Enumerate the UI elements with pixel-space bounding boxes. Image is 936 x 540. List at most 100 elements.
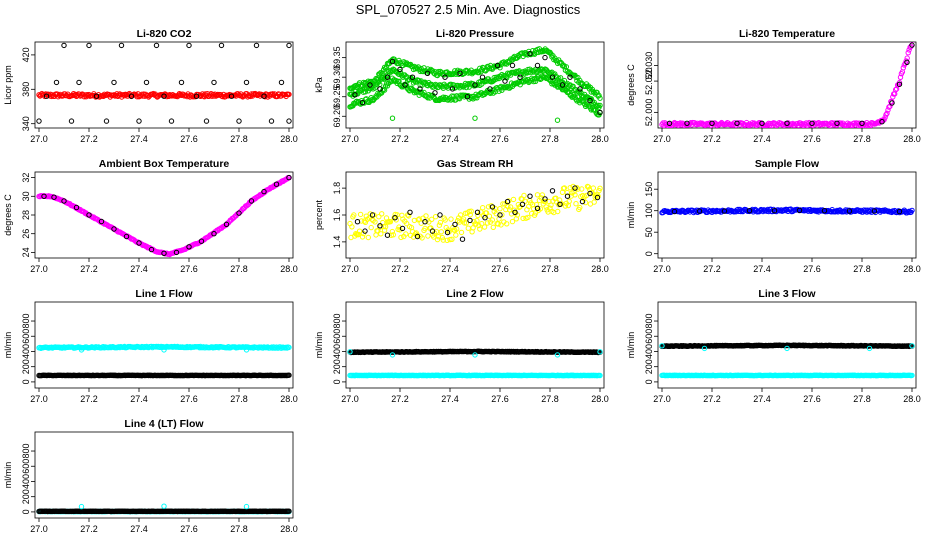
y-tick-label: 380 (21, 82, 31, 97)
data-point (448, 216, 454, 222)
data-point (357, 211, 364, 218)
data-point (909, 343, 915, 349)
data-point (128, 93, 135, 99)
plot-frame (657, 301, 917, 389)
data-point (597, 349, 603, 355)
data-point (824, 208, 831, 215)
data-point (771, 208, 778, 214)
data-point (168, 118, 175, 124)
data-point (542, 54, 548, 61)
data-point (261, 93, 267, 99)
data-point (449, 86, 456, 92)
data-point (389, 115, 396, 121)
data-point (419, 235, 425, 241)
data-point (532, 78, 539, 85)
x-tick-label: 27.0 (653, 134, 671, 144)
data-point (542, 196, 548, 202)
y-tick-label: 1.6 (332, 209, 342, 222)
x-tick-label: 27.2 (80, 524, 98, 534)
data-point (186, 244, 192, 250)
y-tick-label: 600 (644, 329, 654, 344)
data-point (354, 219, 361, 225)
data-point (78, 503, 85, 510)
data-point (882, 114, 888, 121)
data-point (376, 214, 382, 220)
y-tick-label: 800 (21, 444, 31, 459)
data-point (456, 219, 463, 225)
data-point (444, 237, 450, 244)
data-point (504, 198, 511, 205)
x-tick-label: 28.0 (280, 394, 298, 404)
data-point (582, 199, 589, 206)
data-point (407, 209, 413, 216)
x-tick-label: 27.4 (130, 524, 148, 534)
data-point (41, 193, 47, 200)
data-point (659, 343, 665, 349)
y-axis-label: ml/min (3, 462, 13, 489)
x-tick-label: 27.4 (130, 394, 148, 404)
data-point (161, 93, 167, 99)
y-tick-label: 400 (644, 344, 654, 359)
data-point (577, 86, 583, 92)
data-point (497, 206, 503, 212)
data-point (440, 237, 446, 243)
data-point (562, 203, 569, 209)
data-point (286, 91, 292, 98)
y-tick-label: 0 (644, 251, 654, 256)
y-tick-label: 0 (21, 379, 31, 384)
data-point (499, 212, 505, 218)
data-point (489, 204, 496, 210)
x-tick-label: 27.4 (753, 264, 771, 274)
series-outliers (389, 115, 561, 123)
x-tick-label: 27.8 (853, 394, 871, 404)
data-point (454, 226, 460, 232)
x-tick-label: 27.8 (541, 264, 559, 274)
data-point (398, 234, 404, 241)
data-point (478, 209, 484, 215)
data-point (93, 93, 100, 99)
data-point (243, 347, 250, 353)
data-point (359, 234, 366, 240)
data-point (483, 210, 490, 216)
x-tick-label: 27.2 (80, 264, 98, 274)
data-point (597, 109, 603, 116)
y-axis-label: ml/min (626, 202, 636, 229)
data-point (554, 352, 561, 358)
y-tick-label: 28 (21, 210, 31, 220)
data-point (384, 232, 391, 238)
x-tick-label: 27.6 (180, 524, 198, 534)
data-point (409, 74, 416, 80)
data-point (399, 225, 406, 232)
y-tick-label: 800 (21, 314, 31, 329)
data-point (474, 209, 481, 216)
series-band-mid (347, 66, 603, 110)
data-layer (36, 174, 292, 258)
data-point (594, 194, 601, 201)
y-tick-label: 1.8 (332, 182, 342, 195)
x-tick-label: 27.6 (491, 134, 509, 144)
data-point (351, 212, 357, 218)
data-point (193, 93, 200, 99)
data-point (488, 203, 494, 209)
x-tick-label: 27.6 (803, 394, 821, 404)
data-point (538, 195, 544, 201)
data-point (572, 192, 578, 198)
x-tick-label: 27.4 (441, 394, 459, 404)
y-tick-label: 340 (21, 116, 31, 131)
data-point (397, 66, 403, 73)
data-point (453, 232, 459, 238)
data-point (428, 92, 434, 99)
data-point (377, 223, 383, 229)
y-tick-label: 69.35 (332, 46, 342, 69)
data-point (759, 120, 765, 127)
data-point (437, 212, 443, 218)
data-point (533, 202, 540, 208)
data-point (893, 87, 899, 93)
x-tick-label: 28.0 (903, 264, 921, 274)
series-continuous (659, 206, 915, 216)
data-point (587, 97, 593, 104)
data-point (490, 224, 496, 231)
data-point (473, 221, 479, 227)
